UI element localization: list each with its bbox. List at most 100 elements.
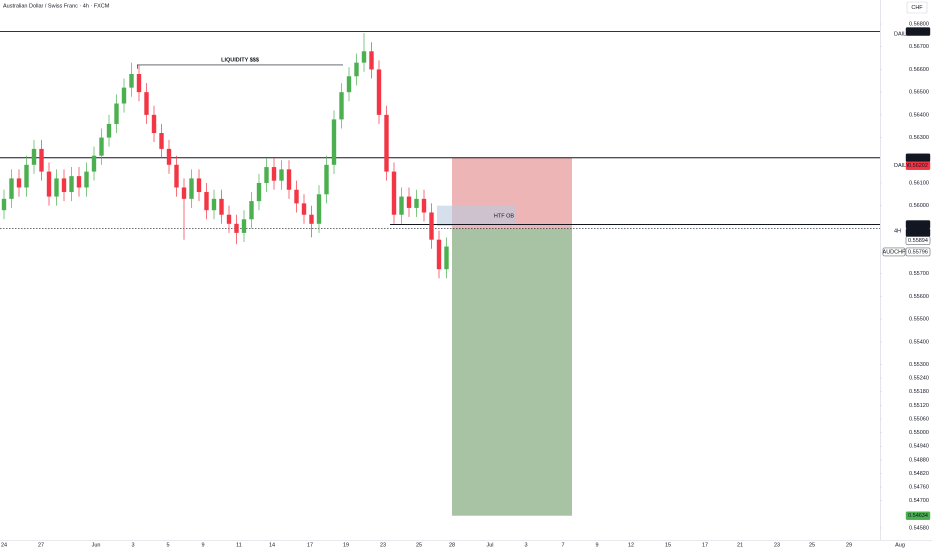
liquidity-label: LIQUIDITY $$$ xyxy=(221,57,259,63)
y-tick-label: 0.55000 xyxy=(909,430,929,436)
candle-body xyxy=(249,201,254,220)
candle-body xyxy=(144,92,149,115)
x-tick-label: 27 xyxy=(38,542,44,548)
candle-body xyxy=(384,114,389,172)
chart-title: Australian Dollar / Swiss Franc · 4h · F… xyxy=(3,3,110,9)
candle-body xyxy=(16,178,22,188)
price-label: 0.54634 xyxy=(908,513,928,519)
candle-body xyxy=(406,196,412,208)
y-tick-label: 0.56500 xyxy=(909,90,929,96)
x-tick-label: 17 xyxy=(702,542,708,548)
x-tick-label: 29 xyxy=(846,542,852,548)
x-tick-label: 24 xyxy=(1,542,7,548)
candle-body xyxy=(369,51,374,70)
candle-body xyxy=(46,171,52,197)
x-tick-label: 9 xyxy=(595,542,598,548)
candle-body xyxy=(324,164,329,195)
price-label-tag: DAILY xyxy=(894,163,910,169)
y-tick-label: 0.56600 xyxy=(909,67,929,73)
candle-body xyxy=(294,189,299,204)
candle-body xyxy=(361,51,367,63)
x-tick-label: 23 xyxy=(380,542,386,548)
candle-body xyxy=(256,182,262,202)
candle-body xyxy=(301,203,307,215)
candle-body xyxy=(234,223,239,233)
y-tick-label: 0.54820 xyxy=(909,471,929,477)
candle-body xyxy=(421,198,427,213)
symbol-label: AUDCHF xyxy=(883,249,907,255)
candle-body xyxy=(106,123,112,138)
candle-body xyxy=(61,178,67,193)
y-tick-label: 0.55400 xyxy=(909,339,929,345)
x-tick-label: 23 xyxy=(774,542,780,548)
candle-body xyxy=(91,155,97,172)
candle-body xyxy=(159,133,164,149)
candle-body xyxy=(271,167,277,181)
y-tick-label: 0.54880 xyxy=(909,457,929,463)
x-tick-label: 25 xyxy=(809,542,815,548)
candle-body xyxy=(189,178,194,199)
price-label: 0.56767 xyxy=(908,29,928,35)
y-tick-label: 0.56400 xyxy=(909,112,929,118)
level-tag: 4H xyxy=(894,229,901,235)
candle-body xyxy=(151,114,157,134)
price-label: 0.55917 xyxy=(908,222,928,228)
price-label: 0.56211 xyxy=(908,155,927,161)
x-tick-label: Jun xyxy=(92,542,101,548)
price-label-box xyxy=(905,161,931,170)
x-tick-label: 11 xyxy=(236,542,242,548)
y-tick-label: 0.56800 xyxy=(909,22,929,28)
y-tick-label: 0.56000 xyxy=(909,203,929,209)
target-zone xyxy=(452,228,572,516)
candle-body xyxy=(1,198,7,211)
candle-body xyxy=(264,167,269,183)
y-tick-label: 0.55240 xyxy=(909,376,929,382)
candle-body xyxy=(31,148,37,165)
candle-body xyxy=(309,214,314,224)
candle-body xyxy=(114,103,119,124)
candle-body xyxy=(99,137,104,156)
candle-body xyxy=(24,164,29,188)
candle-body xyxy=(391,171,397,215)
candle-body xyxy=(121,87,127,104)
candle-body xyxy=(331,119,337,165)
candle-body xyxy=(129,73,134,88)
x-tick-label: 7 xyxy=(561,542,564,548)
y-tick-label: 0.54760 xyxy=(909,485,929,491)
htf-ob-label: HTF OB xyxy=(494,213,514,219)
candle-body xyxy=(9,178,14,199)
candle-body xyxy=(54,178,59,197)
x-tick-label: Jul xyxy=(486,542,493,548)
currency-box[interactable] xyxy=(906,1,928,14)
level-tag: DAILY xyxy=(894,32,910,38)
x-tick-label: 14 xyxy=(269,542,275,548)
price-label: 0.55894 xyxy=(908,238,928,244)
candle-body xyxy=(69,176,74,193)
symbol-label-box xyxy=(882,247,906,257)
y-tick-label: 0.55500 xyxy=(909,317,929,323)
candle-body xyxy=(279,169,284,181)
x-tick-label: Aug xyxy=(895,542,905,548)
candle-body xyxy=(219,198,224,215)
candle-body xyxy=(76,176,82,188)
x-tick-label: 9 xyxy=(201,542,204,548)
x-tick-label: 3 xyxy=(131,542,134,548)
candle-body xyxy=(354,62,359,77)
y-tick-label: 0.54940 xyxy=(909,444,929,450)
price-label: 0.56202 xyxy=(908,163,928,169)
y-tick-label: 0.54700 xyxy=(909,498,929,504)
candle-body xyxy=(436,239,442,270)
y-tick-label: 0.56700 xyxy=(909,44,929,50)
currency[interactable]: CHF xyxy=(911,5,923,11)
y-tick-label: 0.55600 xyxy=(909,294,929,300)
x-tick-label: 15 xyxy=(665,542,671,548)
candle-body xyxy=(339,92,344,120)
candle-body xyxy=(181,187,187,199)
candle-body xyxy=(174,164,179,188)
price-label: 0.55796 xyxy=(908,249,928,255)
candle-body xyxy=(444,246,449,270)
x-tick-label: 19 xyxy=(343,542,349,548)
candle-body xyxy=(84,171,89,188)
y-tick-label: 0.55120 xyxy=(909,403,929,409)
